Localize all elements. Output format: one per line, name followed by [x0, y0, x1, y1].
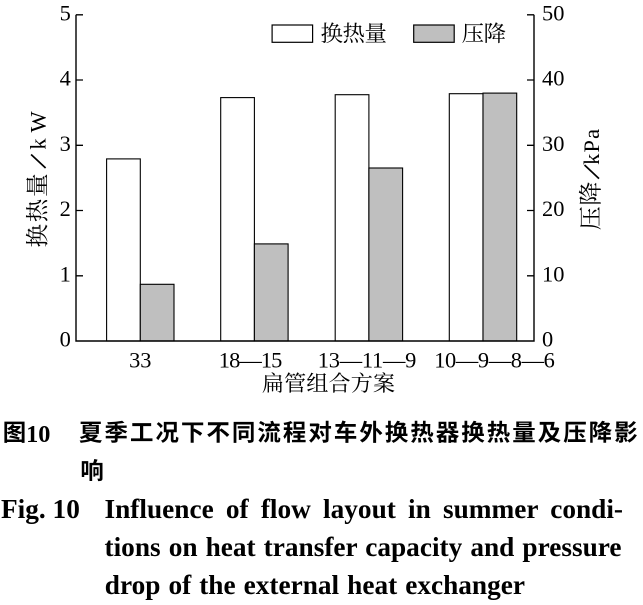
svg-text:20: 20 — [542, 196, 564, 221]
svg-text:0: 0 — [542, 327, 553, 352]
svg-text:Fig. 10: Fig. 10 — [1, 494, 80, 524]
svg-text:10: 10 — [542, 262, 564, 287]
svg-text:10: 10 — [26, 421, 50, 448]
svg-text:tions on heat transfer capacit: tions on heat transfer capacity and pres… — [105, 532, 622, 562]
svg-text:kW: kW — [26, 105, 51, 149]
svg-text:0: 0 — [60, 327, 71, 352]
svg-text:50: 50 — [542, 1, 564, 26]
svg-text:33: 33 — [129, 347, 151, 372]
svg-text:4: 4 — [60, 66, 71, 91]
svg-text:13—11—9: 13—11—9 — [318, 347, 417, 372]
svg-text:1: 1 — [60, 262, 71, 287]
svg-text:Influence of flow layout in su: Influence of flow layout in summer condi… — [105, 494, 624, 524]
svg-text:30: 30 — [542, 131, 564, 156]
svg-text:40: 40 — [542, 66, 564, 91]
svg-text:18—15: 18—15 — [219, 347, 282, 372]
svg-text:3: 3 — [60, 131, 71, 156]
svg-text:10—9—8—6: 10—9—8—6 — [434, 347, 555, 372]
svg-text:kPa: kPa — [579, 128, 604, 165]
svg-text:5: 5 — [60, 1, 71, 26]
svg-text:2: 2 — [60, 196, 71, 221]
svg-text:drop of the external heat exch: drop of the external heat exchanger — [105, 570, 525, 600]
